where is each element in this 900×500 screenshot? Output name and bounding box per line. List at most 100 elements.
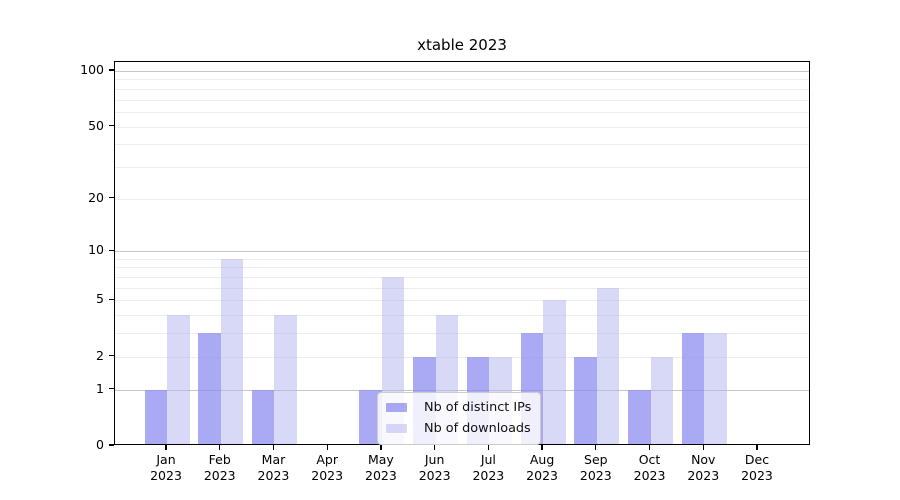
y-minor-gridline <box>115 99 809 101</box>
y-minor-gridline <box>115 111 809 113</box>
bar-jan-ips <box>144 389 167 444</box>
y-tick-label: 10 <box>88 242 104 258</box>
y-minor-gridline <box>115 198 809 200</box>
y-major-gridline <box>115 251 809 253</box>
x-tick-label: Apr 2023 <box>296 452 358 483</box>
y-major-gridline <box>115 389 809 391</box>
x-tick-mark <box>487 445 489 450</box>
x-tick-label-year: 2023 <box>311 467 344 483</box>
x-tick-label-month: Oct <box>638 452 661 467</box>
bar-aug-downloads <box>543 300 566 444</box>
y-minor-gridline <box>115 300 809 302</box>
bar-feb-ips <box>198 333 221 444</box>
bar-sep-downloads <box>596 287 620 444</box>
bar-oct-downloads <box>650 356 674 444</box>
bar-jan-downloads <box>167 315 190 444</box>
y-minor-gridline <box>115 356 809 358</box>
legend-swatch <box>386 403 407 412</box>
x-tick-label-month: Jul <box>480 452 496 467</box>
x-tick-label-month: Nov <box>691 452 716 467</box>
y-tick-mark <box>109 249 114 251</box>
x-tick-label: Jun 2023 <box>404 452 466 483</box>
y-tick-label: 50 <box>88 117 104 133</box>
y-tick-mark <box>109 355 114 357</box>
y-minor-gridline <box>115 277 809 279</box>
x-tick-label: Mar 2023 <box>242 452 304 483</box>
bar-nov-ips <box>681 333 705 444</box>
x-tick-mark <box>272 445 275 450</box>
x-tick-label-month: Sep <box>584 452 608 467</box>
x-tick-mark <box>595 445 597 450</box>
y-tick-label: 5 <box>96 291 104 307</box>
y-minor-gridline <box>115 144 809 146</box>
y-minor-gridline <box>115 258 809 260</box>
x-tick-label-month: Feb <box>208 452 231 467</box>
x-tick-mark <box>165 445 167 450</box>
x-tick-label: Feb 2023 <box>189 452 251 483</box>
y-minor-gridline <box>115 287 809 289</box>
x-tick-label: Oct 2023 <box>619 452 681 483</box>
x-tick-label-month: Mar <box>261 452 286 467</box>
y-minor-gridline <box>115 79 809 81</box>
y-tick-label: 100 <box>80 61 104 77</box>
x-tick-label: Jan 2023 <box>135 452 197 483</box>
x-tick-label: Nov 2023 <box>672 452 734 483</box>
y-tick-label: 2 <box>96 347 104 363</box>
chart-title: xtable 2023 <box>417 36 507 54</box>
x-tick-mark <box>380 445 382 450</box>
legend-label: Nb of downloads <box>424 421 531 436</box>
y-minor-gridline <box>115 267 809 269</box>
y-tick-label: 1 <box>96 380 104 396</box>
x-tick-mark <box>326 445 328 450</box>
bar-oct-ips <box>628 389 651 444</box>
x-tick-label-year: 2023 <box>150 467 182 483</box>
x-tick-label-month: May <box>367 452 394 467</box>
y-tick-mark <box>109 298 114 301</box>
legend-label: Nb of distinct IPs <box>424 400 532 415</box>
x-tick-label-year: 2023 <box>365 467 397 483</box>
x-tick-label-month: Apr <box>316 452 338 467</box>
x-tick-label: Dec 2023 <box>726 452 788 483</box>
x-tick-label-month: Dec <box>744 452 770 467</box>
y-tick-mark <box>109 196 114 199</box>
bar-feb-downloads <box>220 258 244 444</box>
x-tick-label: Jul 2023 <box>457 452 519 483</box>
y-major-gridline <box>115 70 809 72</box>
x-tick-mark <box>756 445 758 450</box>
x-tick-label-year: 2023 <box>633 467 666 483</box>
y-tick-mark <box>109 388 114 390</box>
x-tick-label-year: 2023 <box>579 467 612 483</box>
y-tick-mark <box>109 124 114 127</box>
x-tick-mark <box>433 445 436 450</box>
x-tick-label: Sep 2023 <box>565 452 627 483</box>
x-tick-label-year: 2023 <box>526 467 558 483</box>
x-tick-label-month: Jan <box>156 452 176 467</box>
y-minor-gridline <box>115 315 809 317</box>
y-minor-gridline <box>115 88 809 90</box>
legend-item-downloads: Nb of downloads <box>386 418 531 439</box>
x-tick-mark <box>219 445 221 450</box>
plot-area <box>114 61 810 445</box>
x-tick-label-year: 2023 <box>472 467 505 483</box>
y-minor-gridline <box>115 166 809 168</box>
x-tick-label-year: 2023 <box>687 467 720 483</box>
y-tick-mark <box>109 69 114 71</box>
x-tick-mark <box>541 445 543 450</box>
y-tick-label: 20 <box>88 189 104 205</box>
y-minor-gridline <box>115 333 809 335</box>
bar-mar-ips <box>251 389 275 444</box>
x-tick-label: May 2023 <box>350 452 412 483</box>
bar-may-ips <box>359 389 382 444</box>
y-minor-gridline <box>115 126 809 128</box>
legend: Nb of distinct IPs Nb of downloads <box>377 392 542 445</box>
x-tick-label-month: Aug <box>529 452 555 467</box>
y-tick-mark <box>109 444 114 446</box>
legend-item-ips: Nb of distinct IPs <box>386 397 531 418</box>
legend-swatch <box>386 424 407 433</box>
x-tick-label: Aug 2023 <box>511 452 573 483</box>
y-tick-label: 0 <box>96 437 104 452</box>
x-tick-label-year: 2023 <box>203 467 236 483</box>
x-tick-mark <box>648 445 651 450</box>
x-tick-label-month: Jun <box>424 452 445 467</box>
